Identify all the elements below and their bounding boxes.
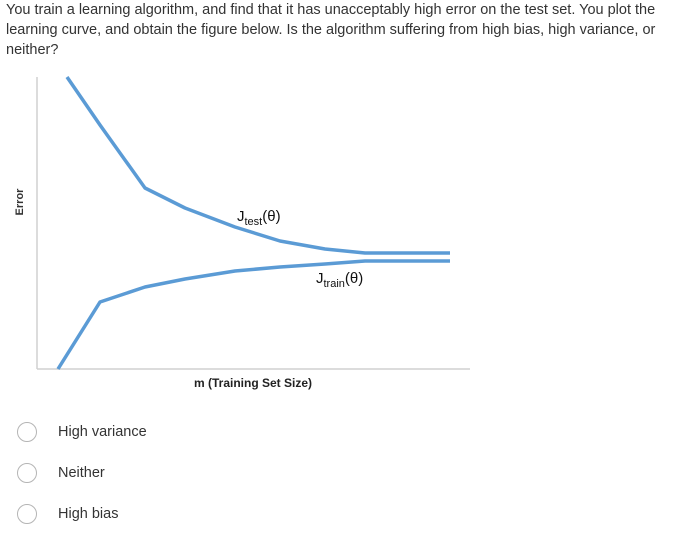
learning-curve-figure (0, 60, 696, 400)
answer-options: High variance Neither High bias (17, 422, 147, 545)
option-high-bias[interactable]: High bias (17, 504, 147, 545)
y-axis-label: Error (14, 188, 26, 216)
x-axis-label: m (Training Set Size) (193, 376, 313, 390)
train-curve-label-arg: (θ) (344, 270, 364, 287)
option-neither[interactable]: Neither (17, 463, 147, 504)
learning-curve-plot (36, 76, 470, 370)
test-error-curve (65, 76, 450, 255)
radio-button[interactable] (17, 504, 37, 524)
train-error-curve (56, 259, 450, 370)
test-curve-label: Jtest(θ) (237, 208, 281, 228)
test-curve-label-main: J (237, 208, 245, 225)
train-curve-label-main: J (316, 270, 324, 287)
train-curve-label: Jtrain(θ) (316, 270, 363, 290)
test-curve-label-arg: (θ) (262, 208, 281, 225)
question-text: You train a learning algorithm, and find… (6, 2, 656, 58)
radio-button[interactable] (17, 422, 37, 442)
train-curve-label-sub: train (323, 278, 345, 290)
test-curve-label-sub: test (244, 216, 263, 228)
option-label[interactable]: Neither (58, 465, 105, 481)
option-label[interactable]: High bias (58, 506, 119, 522)
option-high-variance[interactable]: High variance (17, 422, 147, 463)
option-label[interactable]: High variance (58, 424, 147, 440)
radio-button[interactable] (17, 463, 37, 483)
